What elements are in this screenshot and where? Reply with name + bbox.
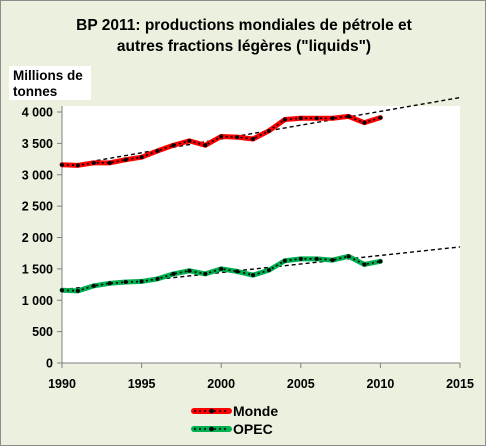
plot-area [62, 106, 460, 363]
chart-title-line-1: BP 2011: productions mondiales de pétrol… [76, 17, 412, 34]
x-tick-label: 1995 [128, 377, 156, 391]
data-point [187, 138, 192, 143]
y-axis-label-line-2: tonnes [13, 84, 57, 99]
data-point [139, 279, 144, 284]
data-point [75, 288, 80, 293]
legend: Monde OPEC [191, 403, 278, 437]
data-point [123, 157, 128, 162]
data-point [251, 136, 256, 141]
y-tick-label: 1 500 [22, 262, 53, 276]
legend-marker [209, 426, 214, 432]
trend-line [61, 96, 461, 168]
x-tick-label: 2000 [207, 377, 235, 391]
data-point [219, 134, 224, 139]
y-tick-label: 3 000 [22, 168, 53, 182]
x-tick-label: 2005 [287, 377, 315, 391]
data-point [282, 258, 287, 263]
chart-title-line-2: autres fractions légères ("liquids") [117, 38, 371, 55]
data-point [378, 115, 383, 120]
data-point [362, 120, 367, 125]
x-tick-label: 2010 [366, 377, 394, 391]
data-point [123, 280, 128, 285]
y-tick-label: 2 500 [22, 200, 53, 214]
data-point [282, 117, 287, 122]
data-point [91, 160, 96, 165]
data-point [203, 271, 208, 276]
data-point [314, 256, 319, 261]
data-point [60, 288, 64, 293]
data-point [330, 116, 335, 121]
x-tick-label: 2015 [446, 377, 474, 391]
y-tick-label: 3 500 [22, 137, 53, 151]
data-point [155, 148, 160, 153]
y-axis-label-line-1: Millions de [13, 68, 83, 83]
data-point [266, 268, 271, 273]
data-point [171, 271, 176, 276]
legend-label: OPEC [233, 421, 273, 437]
data-point [219, 266, 224, 271]
data-point [139, 155, 144, 160]
data-point [60, 162, 64, 167]
data-point [266, 128, 271, 133]
data-point [251, 273, 256, 278]
data-point [346, 254, 351, 259]
y-tick-label: 500 [32, 325, 53, 339]
data-point [314, 116, 319, 121]
axes: 0 500 1 000 1 500 2 000 2 500 3 000 3 500 4 000 1… [22, 106, 474, 392]
data-point [330, 258, 335, 263]
data-point [346, 114, 351, 119]
data-point [107, 281, 112, 286]
series-lines [59, 113, 383, 294]
y-tick-label: 1 000 [22, 294, 53, 308]
x-tick-label: 1990 [48, 377, 76, 391]
data-point [155, 276, 160, 281]
data-point [91, 283, 96, 288]
data-point [203, 143, 208, 148]
data-point [235, 269, 240, 274]
y-tick-label: 0 [46, 357, 53, 371]
data-point [75, 163, 80, 168]
data-point [187, 268, 192, 273]
data-point [378, 259, 383, 264]
data-point [362, 262, 367, 267]
data-point [171, 143, 176, 148]
data-point [235, 135, 240, 140]
data-point [298, 116, 303, 121]
y-tick-label: 4 000 [22, 106, 53, 120]
data-point [298, 256, 303, 261]
legend-marker [209, 408, 214, 414]
legend-label: Monde [233, 403, 278, 419]
data-point [107, 160, 112, 165]
y-tick-label: 2 000 [22, 231, 53, 245]
ylabel-box [9, 66, 91, 100]
